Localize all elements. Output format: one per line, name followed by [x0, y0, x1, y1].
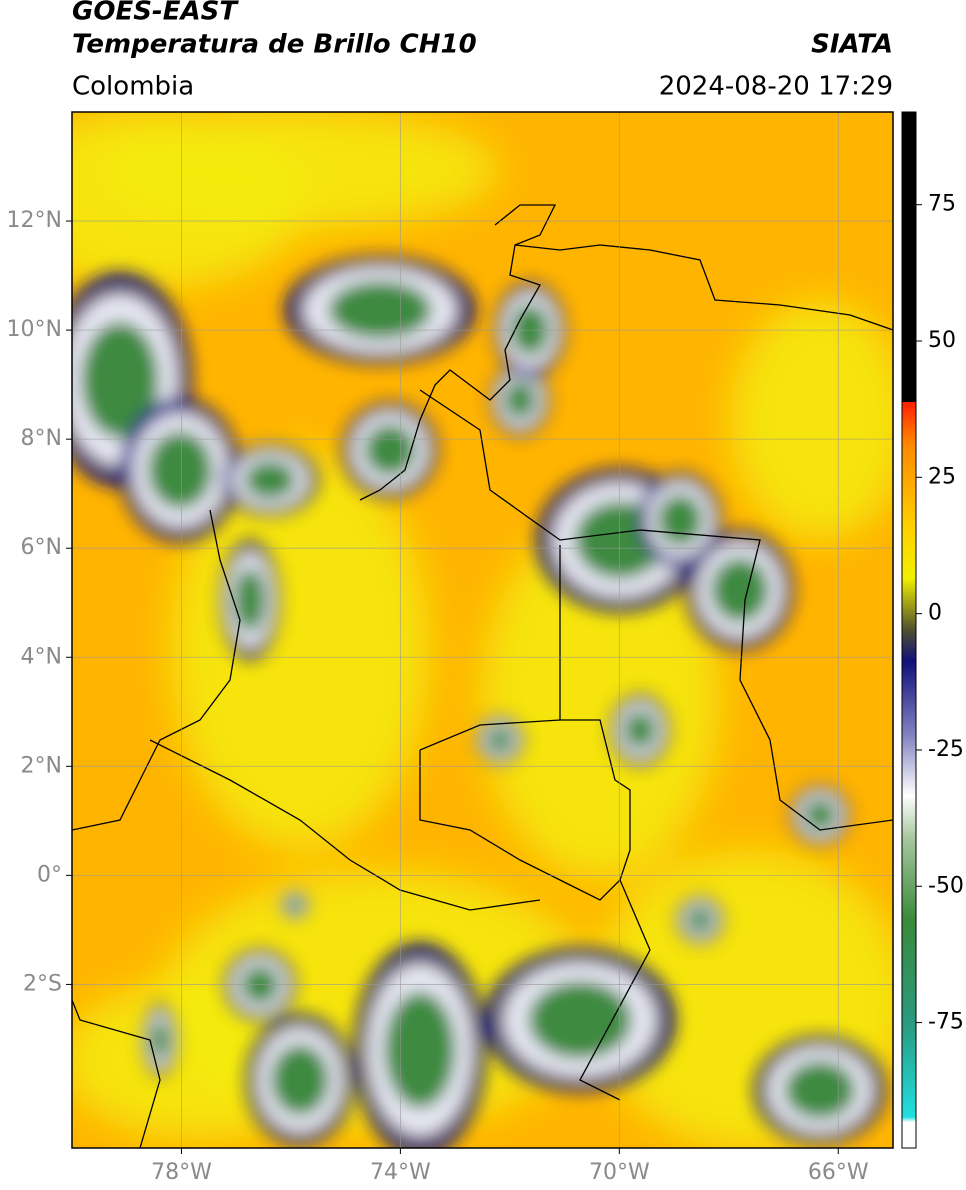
colorbar-tick-label: 0 [928, 601, 942, 626]
cloud-core [657, 494, 703, 546]
axes: 78°W 74°W 70°W 66°W 12°N 10°N 8°N 6°N 4°N 2°N 0° 2°… [7, 192, 964, 1185]
cloud-core [623, 710, 657, 750]
region: Colombia [72, 72, 194, 102]
cloud-core [287, 897, 303, 913]
cloud-core [803, 798, 837, 832]
lat-tick-label: 6°N [21, 535, 62, 560]
lat-tick-label: 8°N [21, 426, 62, 451]
colorbar-tick-label: -50 [928, 873, 964, 898]
lon-tick-label: 78°W [151, 1160, 212, 1185]
clouds [72, 256, 886, 1148]
haze-patch [100, 112, 500, 230]
colorbar-tick-label: -25 [928, 737, 964, 762]
cloud-core [487, 727, 513, 753]
subtitle: Temperatura de Brillo CH10 [72, 30, 477, 60]
cloud-core [384, 991, 456, 1109]
cloud-core [364, 424, 416, 476]
lat-tick-label: 2°N [21, 753, 62, 778]
cloud-core [328, 280, 432, 340]
haze-patch [730, 300, 893, 540]
colorbar-tick-label: 75 [928, 192, 956, 217]
lat-tick-label: 12°N [7, 208, 62, 233]
lat-tick-label: 4°N [21, 644, 62, 669]
lat-tick-label: 0° [37, 862, 62, 887]
haze-patch [480, 520, 720, 880]
cloud-core [503, 380, 537, 420]
cloud-core [150, 1020, 170, 1060]
colorbar-tick-label: 25 [928, 464, 956, 489]
datetime: 2024-08-20 17:29 [659, 72, 893, 102]
cloud-core [81, 321, 159, 439]
coastlines [72, 204, 893, 1148]
cloud-core [240, 965, 280, 1005]
map-frame [71, 111, 894, 1149]
lat-tick-label: 2°S [23, 971, 62, 996]
cloud-core [270, 1044, 330, 1116]
lon-tick-label: 70°W [589, 1160, 650, 1185]
cloud-core [784, 1060, 856, 1120]
cloud-core [687, 907, 713, 933]
colorbar-tick-label: 50 [928, 328, 956, 353]
cloud-core [528, 981, 632, 1059]
colorbar-tick-label: -75 [928, 1010, 964, 1035]
lon-tick-label: 74°W [370, 1160, 431, 1185]
cloud-core [710, 557, 770, 623]
cloud-core [233, 567, 267, 633]
cloud-core [244, 460, 296, 500]
grid [72, 112, 893, 1148]
colorbar [901, 111, 917, 1149]
map-image [72, 112, 893, 1148]
cloud-core [147, 431, 213, 509]
lon-tick-label: 66°W [808, 1160, 869, 1185]
lat-tick-label: 10°N [7, 317, 62, 342]
title: GOES-EAST [72, 0, 239, 27]
source: SIATA [811, 30, 893, 60]
